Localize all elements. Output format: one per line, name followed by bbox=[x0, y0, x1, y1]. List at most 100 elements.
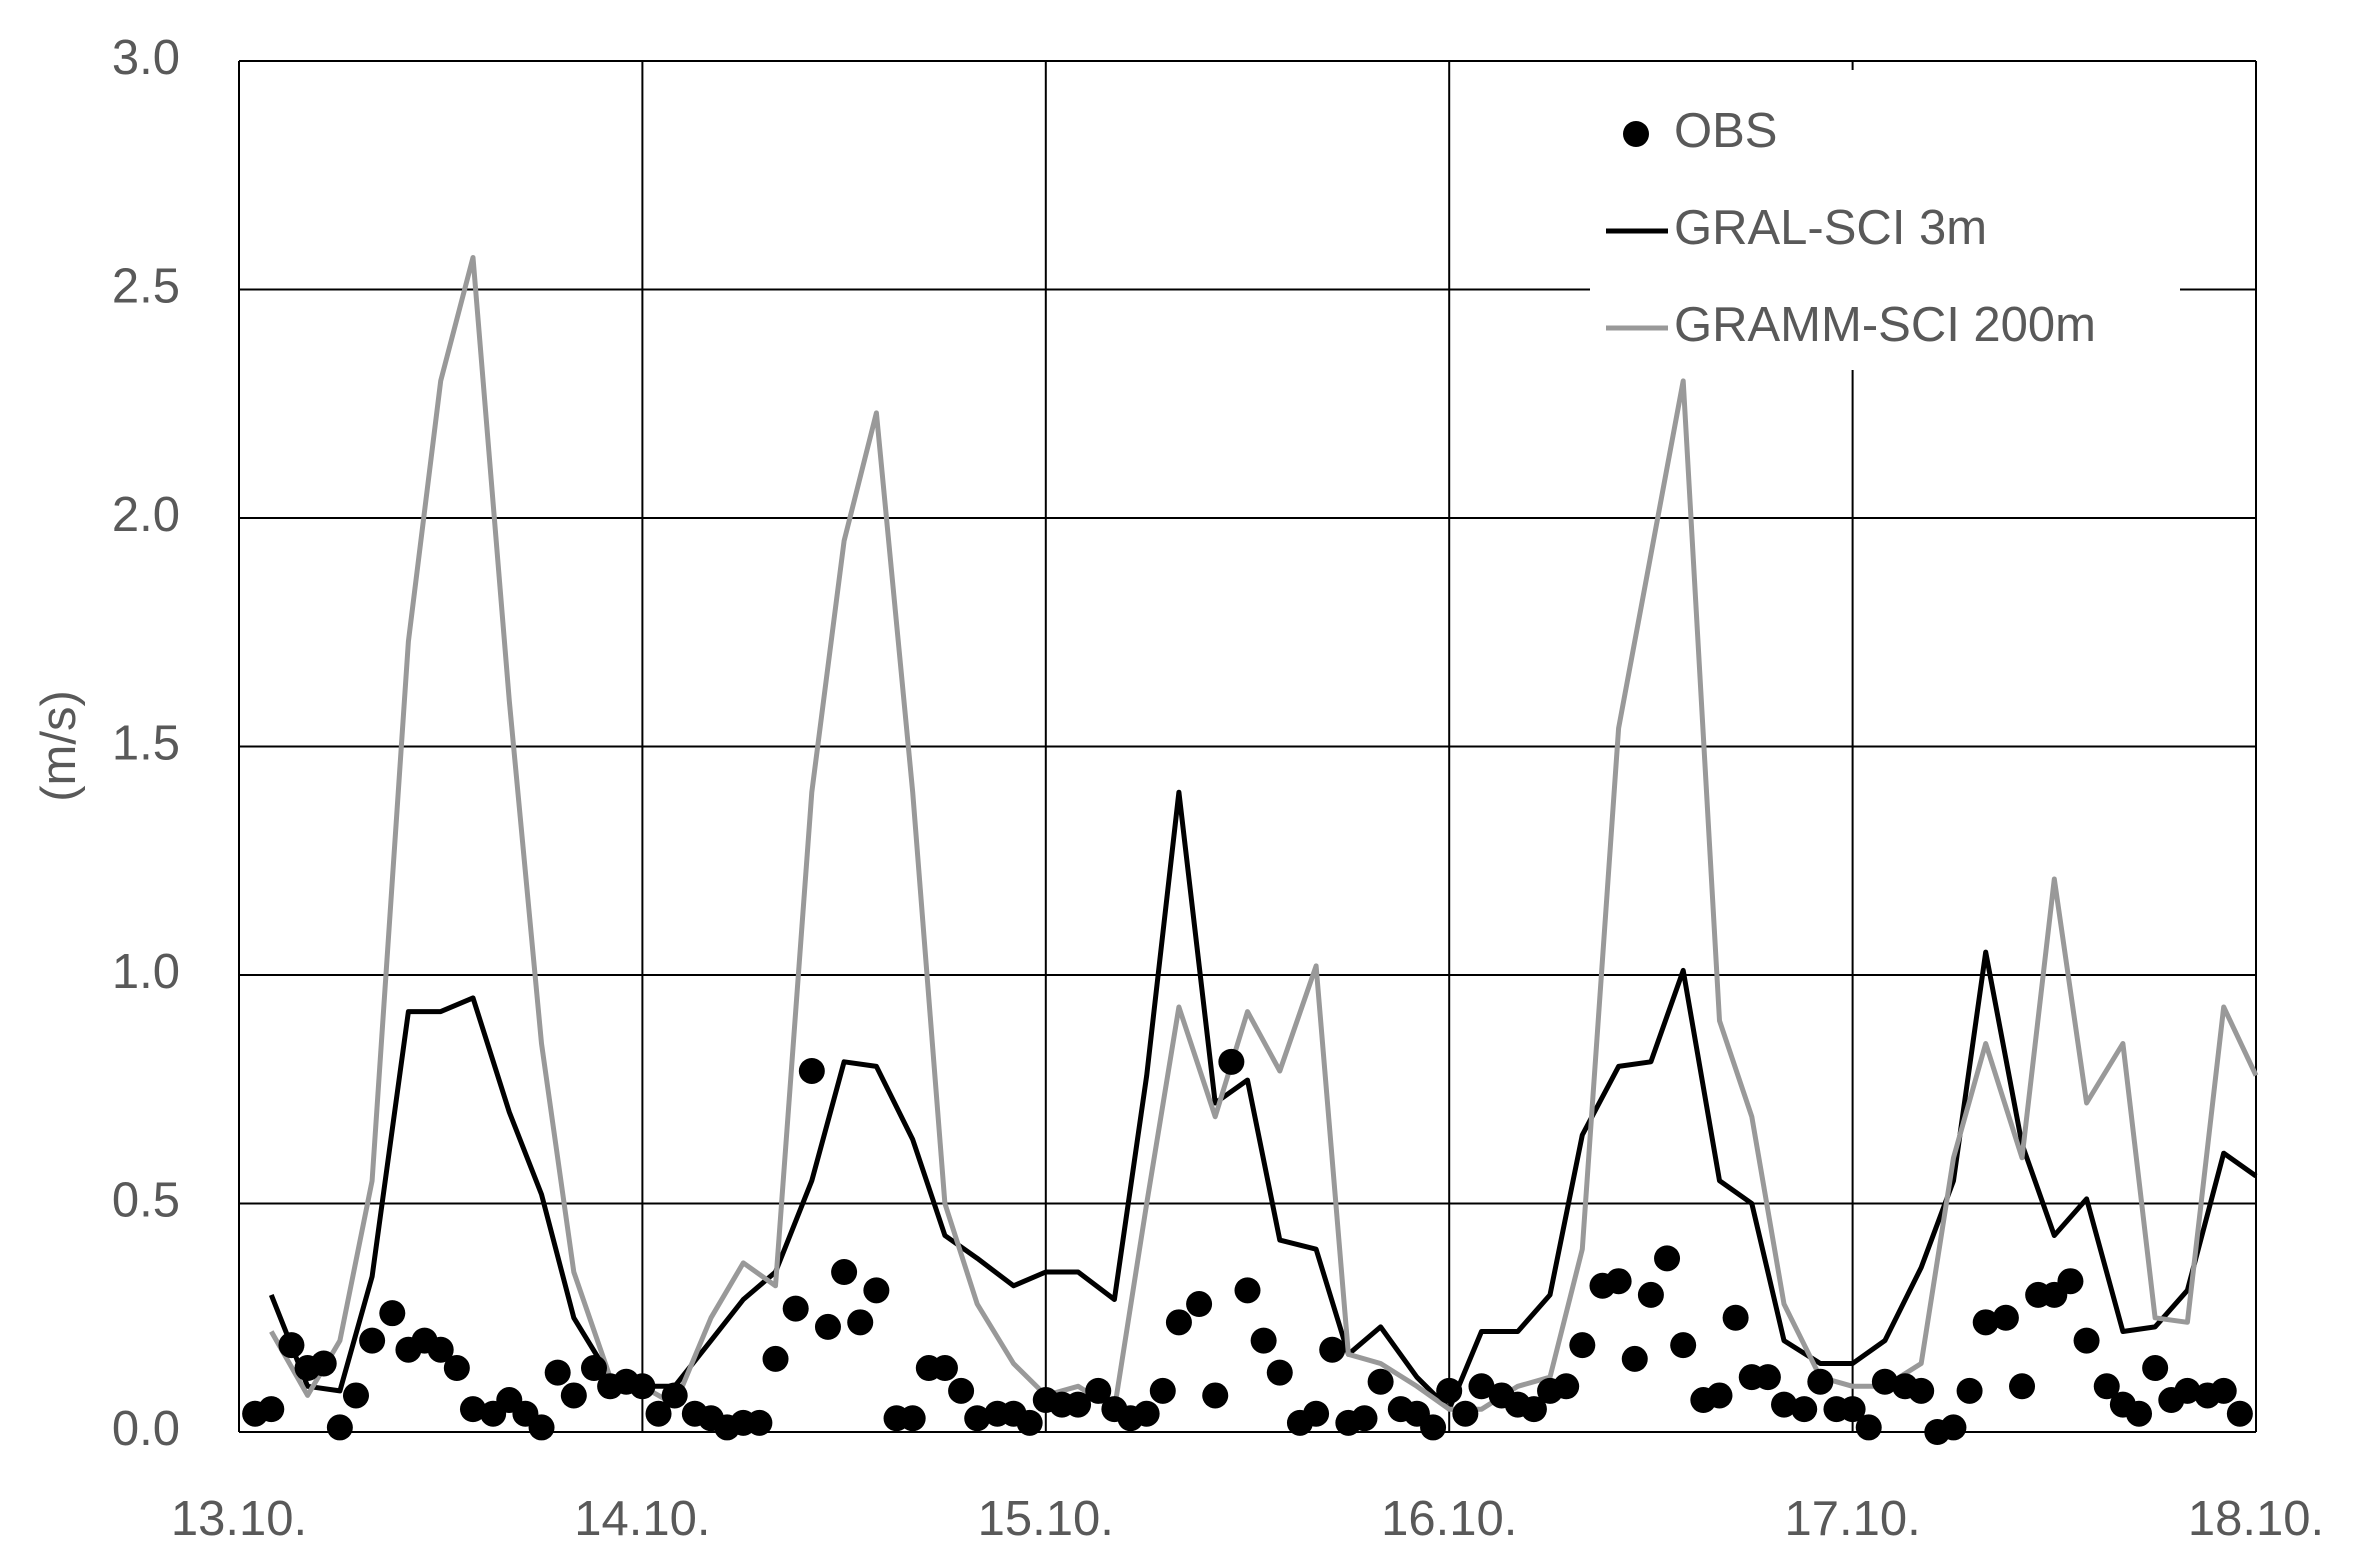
data-point bbox=[1351, 1405, 1378, 1432]
data-point bbox=[1468, 1373, 1495, 1400]
data-point bbox=[948, 1377, 975, 1404]
x-tick-label: 17.10. bbox=[1784, 1492, 1920, 1546]
data-point bbox=[1218, 1048, 1245, 1075]
data-point bbox=[379, 1300, 406, 1327]
data-point bbox=[1133, 1400, 1160, 1427]
data-point bbox=[2126, 1400, 2153, 1427]
data-point bbox=[1807, 1368, 1834, 1395]
legend-marker bbox=[1623, 121, 1649, 147]
data-point bbox=[1420, 1414, 1447, 1441]
data-point bbox=[847, 1309, 874, 1336]
data-point bbox=[1367, 1368, 1394, 1395]
data-point bbox=[1722, 1304, 1749, 1331]
data-point bbox=[863, 1277, 890, 1304]
data-point bbox=[1436, 1377, 1463, 1404]
data-point bbox=[1202, 1382, 1229, 1409]
data-point bbox=[1670, 1332, 1697, 1359]
data-point bbox=[1706, 1382, 1733, 1409]
data-point bbox=[1250, 1327, 1277, 1354]
data-point bbox=[258, 1396, 285, 1423]
data-point bbox=[1553, 1373, 1580, 1400]
data-point bbox=[1266, 1359, 1293, 1386]
data-point bbox=[544, 1359, 571, 1386]
data-point bbox=[2174, 1377, 2201, 1404]
data-point bbox=[2210, 1377, 2237, 1404]
data-point bbox=[359, 1327, 386, 1354]
data-point bbox=[661, 1382, 688, 1409]
data-point bbox=[1992, 1304, 2019, 1331]
data-point bbox=[782, 1295, 809, 1322]
data-point bbox=[1016, 1409, 1043, 1436]
data-point bbox=[798, 1057, 825, 1084]
data-point bbox=[1871, 1368, 1898, 1395]
data-point bbox=[1956, 1377, 1983, 1404]
data-point bbox=[645, 1400, 672, 1427]
y-tick-label: 1.0 bbox=[112, 945, 180, 999]
data-point bbox=[1149, 1377, 1176, 1404]
legend-label: GRAMM-SCI 200m bbox=[1674, 298, 2096, 352]
y-tick-label: 2.0 bbox=[112, 488, 180, 542]
data-point bbox=[310, 1350, 337, 1377]
data-point bbox=[2009, 1373, 2036, 1400]
data-point bbox=[2226, 1400, 2253, 1427]
data-point bbox=[814, 1313, 841, 1340]
data-point bbox=[2093, 1373, 2120, 1400]
data-point bbox=[1234, 1277, 1261, 1304]
data-point bbox=[1754, 1364, 1781, 1391]
data-line bbox=[269, 255, 2259, 1412]
x-tick-label: 14.10. bbox=[574, 1492, 710, 1546]
data-point bbox=[1065, 1391, 1092, 1418]
data-point bbox=[1303, 1400, 1330, 1427]
data-point bbox=[964, 1405, 991, 1432]
y-axis-label: (m/s) bbox=[32, 690, 86, 802]
data-point bbox=[1085, 1377, 1112, 1404]
data-point bbox=[1654, 1245, 1681, 1272]
data-point bbox=[560, 1382, 587, 1409]
legend-label: GRAL-SCI 3m bbox=[1674, 201, 1987, 255]
data-point bbox=[1908, 1377, 1935, 1404]
x-tick-label: 18.10. bbox=[2188, 1492, 2324, 1546]
data-point bbox=[931, 1355, 958, 1382]
data-point bbox=[342, 1382, 369, 1409]
legend: OBS GRAL-SCI 3m GRAMM-SCI 200m bbox=[1590, 70, 2180, 370]
y-tick-label: 0.0 bbox=[112, 1402, 180, 1456]
data-point bbox=[1791, 1396, 1818, 1423]
data-point bbox=[2073, 1327, 2100, 1354]
data-point bbox=[278, 1332, 305, 1359]
y-tick-label: 2.5 bbox=[112, 259, 180, 313]
data-point bbox=[459, 1396, 486, 1423]
y-tick-label: 1.5 bbox=[112, 716, 180, 770]
data-point bbox=[1520, 1396, 1547, 1423]
data-point bbox=[1319, 1336, 1346, 1363]
data-point bbox=[899, 1405, 926, 1432]
y-tick-label: 0.5 bbox=[112, 1173, 180, 1227]
data-point bbox=[1855, 1414, 1882, 1441]
data-point bbox=[629, 1373, 656, 1400]
data-point bbox=[1839, 1396, 1866, 1423]
data-point bbox=[326, 1414, 353, 1441]
data-line bbox=[268, 789, 2258, 1412]
data-point bbox=[1972, 1309, 1999, 1336]
data-point bbox=[831, 1259, 858, 1286]
legend-background bbox=[1590, 70, 2180, 370]
data-point bbox=[1621, 1345, 1648, 1372]
legend-label: OBS bbox=[1674, 104, 1777, 158]
x-tick-label: 16.10. bbox=[1381, 1492, 1517, 1546]
data-point bbox=[580, 1355, 607, 1382]
data-point bbox=[1637, 1281, 1664, 1308]
data-point bbox=[2142, 1355, 2169, 1382]
data-point bbox=[427, 1336, 454, 1363]
data-point bbox=[1165, 1309, 1192, 1336]
x-tick-label: 15.10. bbox=[978, 1492, 1114, 1546]
data-point bbox=[1771, 1391, 1798, 1418]
data-point bbox=[762, 1345, 789, 1372]
y-tick-label: 3.0 bbox=[112, 31, 180, 85]
x-tick-label: 13.10. bbox=[171, 1492, 307, 1546]
data-point bbox=[1605, 1268, 1632, 1295]
data-point bbox=[2057, 1268, 2084, 1295]
data-point bbox=[1569, 1332, 1596, 1359]
data-point bbox=[443, 1355, 470, 1382]
data-point bbox=[1186, 1291, 1213, 1318]
